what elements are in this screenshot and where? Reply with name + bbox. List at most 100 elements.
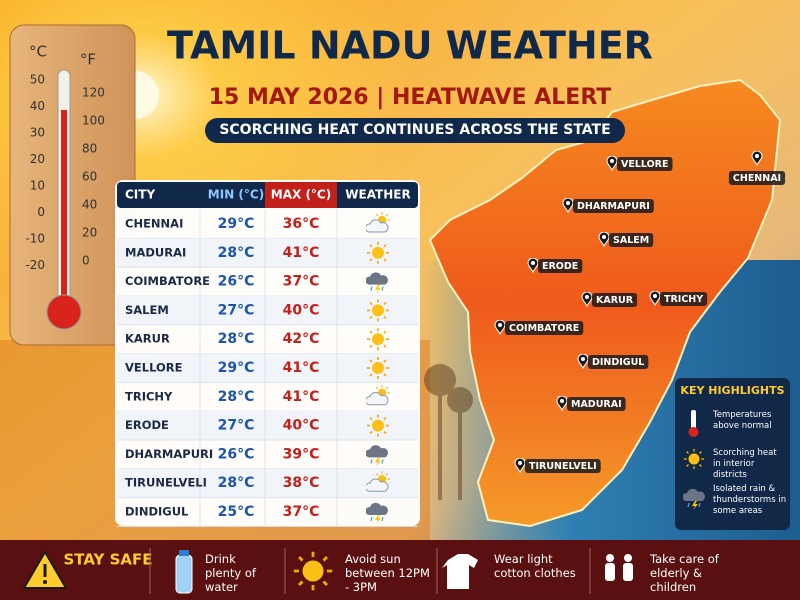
- city-name: VELLORE: [125, 361, 183, 375]
- city-label: COIMBATORE: [509, 323, 579, 334]
- celsius-tick: 50: [30, 73, 45, 87]
- city-label-bg: [592, 293, 638, 307]
- city-label: TIRUNELVELI: [529, 461, 597, 472]
- footer-icons: STAY SAFE: [22, 548, 633, 594]
- min-temp: 25°C: [218, 504, 255, 520]
- max-temp: 40°C: [283, 418, 320, 434]
- max-temp: 42°C: [283, 331, 320, 347]
- max-temp: 41°C: [283, 389, 320, 405]
- min-temp: 28°C: [218, 245, 255, 261]
- max-header-cell: [265, 182, 337, 208]
- city-name: COIMBATORE: [125, 274, 210, 288]
- celsius-tick: 10: [30, 179, 45, 193]
- min-temp: 28°C: [218, 389, 255, 405]
- city-label-bg: [660, 292, 708, 306]
- fahrenheit-tick: 20: [82, 226, 97, 240]
- celsius-unit: °C: [29, 43, 47, 61]
- highlight-item: Temperatures above normal: [713, 410, 772, 431]
- thermometer-bulb: [46, 294, 82, 330]
- key-highlights-title: KEY HIGHLIGHTS: [680, 384, 785, 397]
- column-header: CITY: [125, 188, 155, 202]
- weather-table: CITY MIN (°C) MAX (°C) WEATHER CHENNAI 29°C 36…: [115, 180, 420, 527]
- city-label: ERODE: [542, 261, 578, 272]
- celsius-tick: 40: [30, 99, 45, 113]
- city-label: TRICHY: [664, 294, 703, 305]
- city-label-bg: [609, 233, 654, 247]
- celsius-tick: 30: [30, 126, 45, 140]
- city-label-bg: [617, 157, 673, 171]
- min-temp: 29°C: [218, 216, 255, 232]
- min-temp: 26°C: [218, 274, 255, 290]
- city-name: ERODE: [125, 418, 169, 432]
- column-header: MIN (°C): [208, 188, 264, 202]
- celsius-tick: 20: [30, 152, 45, 166]
- city-label-bg: [588, 355, 649, 369]
- column-header: WEATHER: [345, 188, 410, 202]
- max-temp: 40°C: [283, 302, 320, 318]
- city-label: MADURAI: [571, 399, 622, 410]
- city-name: CHENNAI: [125, 217, 183, 231]
- city-name: KARUR: [125, 332, 170, 346]
- max-temp: 41°C: [283, 360, 320, 376]
- city-label: KARUR: [596, 295, 634, 306]
- celsius-tick: -20: [25, 258, 45, 272]
- city-name: DINDIGUL: [125, 505, 189, 519]
- city-label-bg: [567, 397, 626, 411]
- min-temp: 28°C: [218, 331, 255, 347]
- fahrenheit-tick: 40: [82, 198, 97, 212]
- fahrenheit-tick: 60: [82, 170, 97, 184]
- max-temp: 36°C: [283, 216, 320, 232]
- city-name: TRICHY: [125, 389, 173, 403]
- palms: [424, 364, 473, 500]
- subtitle: 15 MAY 2026 | HEATWAVE ALERT: [209, 85, 612, 110]
- footer-band: [0, 540, 800, 600]
- min-temp: 27°C: [218, 302, 255, 318]
- fahrenheit-tick: 100: [82, 114, 105, 128]
- celsius-tick: -10: [25, 232, 45, 246]
- footer-title: STAY SAFE: [63, 551, 152, 569]
- city-name: MADURAI: [125, 245, 186, 259]
- city-name: DHARMAPURI: [125, 447, 213, 461]
- city-label: CHENNAI: [733, 173, 781, 184]
- highlight-item: Scorching heat in interior districts: [713, 448, 777, 480]
- footer-tip: Avoid sun between 12PM - 3PM: [345, 552, 430, 594]
- min-temp: 28°C: [218, 475, 255, 491]
- map-pins: VELLORE CHENNAI DHARMAPURI SALEM ERODE KARUR T…: [494, 151, 786, 473]
- min-temp: 29°C: [218, 360, 255, 376]
- max-temp: 37°C: [283, 274, 320, 290]
- column-header: MAX (°C): [271, 188, 331, 202]
- city-label-bg: [728, 171, 786, 185]
- min-temp: 26°C: [218, 446, 255, 462]
- city-label: SALEM: [613, 235, 649, 246]
- highlight-item: Isolated rain & thunderstorms in some ar…: [713, 484, 787, 516]
- footer-tip: Take care of elderly & children: [650, 552, 719, 594]
- city-label: DHARMAPURI: [577, 201, 650, 212]
- title: TAMIL NADU WEATHER: [167, 24, 653, 68]
- celsius-tick: 0: [37, 205, 45, 219]
- city-name: TIRUNELVELI: [125, 476, 207, 490]
- thermometer-mercury: [61, 110, 67, 310]
- fahrenheit-tick: 120: [82, 86, 105, 100]
- city-label-bg: [538, 259, 583, 273]
- city-label-bg: [505, 321, 584, 335]
- city-label-bg: [573, 199, 654, 213]
- max-temp: 38°C: [283, 475, 320, 491]
- key-highlights-icons: [683, 410, 706, 510]
- fahrenheit-tick: 0: [82, 254, 90, 268]
- min-temp: 27°C: [218, 418, 255, 434]
- city-label: VELLORE: [621, 159, 669, 170]
- max-temp: 37°C: [283, 504, 320, 520]
- max-temp: 39°C: [283, 446, 320, 462]
- fahrenheit-tick: 80: [82, 142, 97, 156]
- city-label: DINDIGUL: [592, 357, 644, 368]
- city-label-bg: [525, 459, 601, 473]
- max-temp: 41°C: [283, 245, 320, 261]
- tagline: SCORCHING HEAT CONTINUES ACROSS THE STAT…: [205, 118, 625, 143]
- city-name: SALEM: [125, 303, 169, 317]
- fahrenheit-unit: °F: [80, 51, 96, 69]
- footer-tip: Drink plenty of water: [205, 552, 256, 594]
- key-highlights: KEY HIGHLIGHTS Temperatures above normal…: [675, 378, 790, 530]
